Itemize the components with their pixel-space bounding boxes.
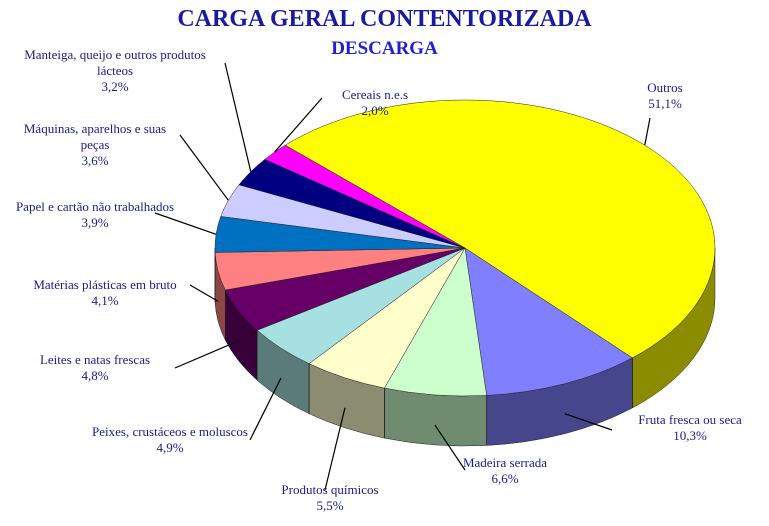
leader-line	[644, 117, 651, 146]
data-label: Madeira serrada 6,6%	[435, 455, 575, 487]
slice	[464, 247, 633, 396]
value-label: 6,6%	[491, 471, 519, 486]
category-label: Manteiga, queijo e outros produtos lácte…	[24, 47, 206, 78]
data-label: Fruta fresca ou seca 10,3%	[605, 412, 769, 444]
data-label: Outros 51,1%	[605, 80, 725, 112]
leader-line	[434, 424, 466, 471]
value-label: 10,3%	[673, 428, 707, 443]
leader-line	[179, 134, 229, 201]
data-label: Leites e natas frescas 4,8%	[5, 352, 185, 384]
category-label: Máquinas, aparelhos e suas peças	[23, 121, 167, 152]
value-label: 2,0%	[361, 103, 389, 118]
value-label: 3,9%	[81, 215, 109, 230]
data-label: Cereais n.e.s 2,0%	[315, 87, 435, 119]
leader-line	[274, 97, 323, 153]
value-label: 3,6%	[81, 153, 109, 168]
leader-line	[224, 62, 252, 172]
data-label: Manteiga, queijo e outros produtos lácte…	[15, 47, 215, 95]
data-label: Produtos químicos 5,5%	[255, 482, 405, 514]
value-label: 51,1%	[648, 96, 682, 111]
slice-side	[384, 387, 487, 447]
value-label: 5,5%	[316, 498, 344, 513]
category-label: Outros	[647, 80, 683, 95]
chart-title: CARGA GERAL CONTENTORIZADA	[177, 6, 592, 32]
data-label: Matérias plásticas em bruto 4,1%	[15, 277, 195, 309]
category-label: Matérias plásticas em bruto	[33, 277, 177, 292]
slice	[284, 99, 716, 359]
category-label: Produtos químicos	[281, 482, 379, 497]
value-label: 4,8%	[81, 368, 109, 383]
leader-line	[564, 413, 613, 431]
data-label: Peixes, crustáceos e moluscos 4,9%	[80, 424, 260, 456]
value-label: 4,9%	[156, 440, 184, 455]
category-label: Leites e natas frescas	[39, 352, 151, 367]
leader-line	[174, 340, 239, 369]
category-label: Papel e cartão não trabalhados	[15, 199, 175, 214]
leader-line	[249, 377, 282, 441]
leader-line	[324, 407, 346, 491]
leader-line	[154, 212, 217, 235]
category-label: Fruta fresca ou seca	[638, 412, 742, 427]
leader-line	[189, 284, 219, 302]
category-label: Cereais n.e.s	[341, 87, 409, 102]
slice	[264, 144, 466, 249]
value-label: 4,1%	[91, 293, 119, 308]
value-label: 3,2%	[101, 79, 129, 94]
data-label: Máquinas, aparelhos e suas peças 3,6%	[10, 121, 180, 169]
category-label: Madeira serrada	[462, 455, 548, 470]
chart-subtitle: DESCARGA	[331, 38, 438, 59]
data-label: Papel e cartão não trabalhados 3,9%	[10, 199, 180, 231]
category-label: Peixes, crustáceos e moluscos	[92, 424, 248, 439]
